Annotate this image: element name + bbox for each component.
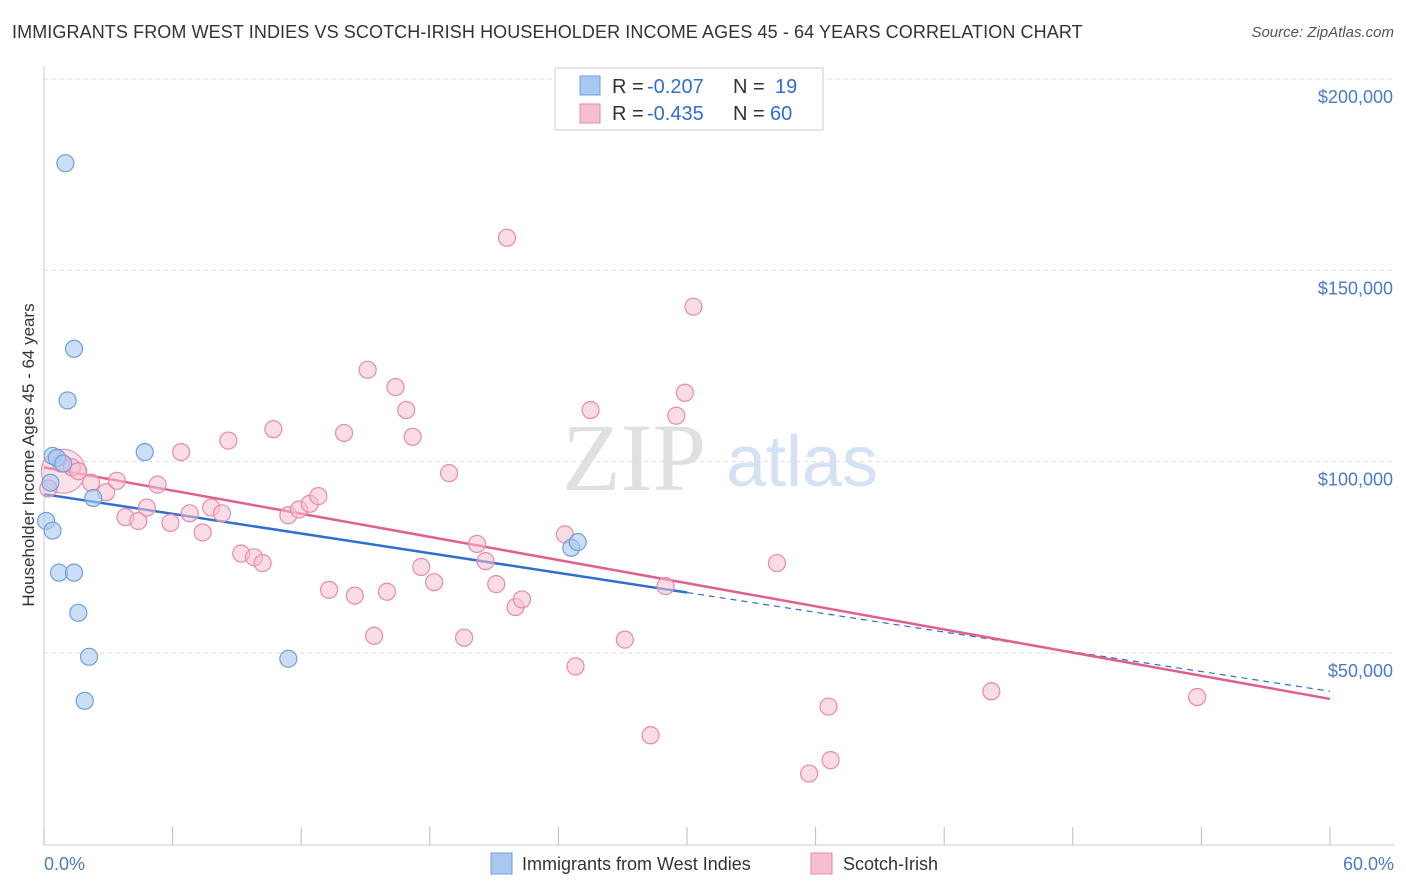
scotch-irish-point-10 (148, 475, 167, 494)
scotch-irish-point-12 (172, 443, 191, 462)
scotch-irish-point-42 (497, 228, 517, 247)
scotch-irish-point-29 (358, 360, 377, 379)
scotch-irish-point-41 (487, 575, 506, 594)
west-indies-point-12 (64, 563, 84, 582)
scotch-irish-point-14 (193, 523, 212, 542)
series-legend: Immigrants from West Indies Scotch-Irish (490, 852, 938, 875)
scotch-irish-point-6 (107, 471, 126, 490)
west-indies-point-6 (43, 521, 62, 540)
legend-n-value-2: 60 (770, 103, 792, 125)
west-indies-point-3 (54, 454, 73, 473)
y-tick-label-0: $50,000 (1328, 661, 1393, 681)
legend-n-label-2: N = (733, 103, 765, 125)
scotch-irish-point-44 (512, 590, 532, 609)
scotch-irish-point-8 (129, 511, 148, 531)
scotch-irish-point-40 (476, 552, 495, 571)
scotch-irish-point-25 (309, 487, 328, 506)
y-tick-label-2: $150,000 (1318, 278, 1393, 298)
scotch-irish-point-36 (424, 573, 444, 592)
legend-r-value-2: -0.435 (647, 103, 704, 125)
west-indies-point-16 (279, 649, 298, 668)
legend-swatch-pink (579, 103, 601, 124)
series-legend-swatch-blue (490, 852, 513, 875)
scotch-irish-point-56 (819, 697, 838, 716)
legend-r-label-1: R = (612, 76, 644, 98)
scotch-irish-point-50 (656, 576, 675, 596)
scotch-irish-point-13 (180, 504, 199, 523)
x-tick-label-max: 60.0% (1343, 854, 1394, 874)
legend-swatch-blue (579, 75, 601, 96)
west-indies-point-13 (69, 603, 88, 622)
west-indies-point-9 (58, 391, 77, 410)
scotch-irish-trend-line (43, 466, 1331, 701)
series-legend-label-west-indies: Immigrants from West Indies (522, 854, 751, 874)
scotch-irish-point-46 (566, 657, 585, 676)
scotch-irish-point-52 (675, 383, 694, 402)
y-axis-title: Householder Income Ages 45 - 64 years (19, 303, 38, 606)
scotch-irish-point-59 (1188, 687, 1207, 707)
west-indies-point-8 (64, 339, 84, 358)
legend-n-value-1: 19 (775, 76, 797, 98)
series-legend-swatch-pink (810, 852, 833, 875)
y-tick-label-1: $100,000 (1318, 470, 1393, 490)
gridlines (44, 78, 1394, 654)
scotch-irish-point-31 (377, 582, 397, 601)
west-indies-point-10 (135, 443, 154, 462)
scotch-irish-point-3 (69, 462, 88, 481)
scotch-irish-point-20 (253, 553, 272, 573)
scotch-irish-point-48 (615, 630, 634, 649)
scotch-irish-point-17 (219, 431, 238, 450)
scotch-irish-point-37 (439, 464, 459, 483)
scotch-irish-point-49 (641, 726, 660, 745)
legend-r-label-2: R = (612, 103, 644, 125)
scotch-irish-point-53 (684, 297, 703, 316)
y-tick-label-3: $200,000 (1318, 87, 1393, 107)
west-indies-point-18 (568, 532, 587, 552)
legend-r-value-1: -0.207 (647, 76, 704, 98)
scotch-irish-point-34 (403, 427, 422, 446)
chart-title: IMMIGRANTS FROM WEST INDIES VS SCOTCH-IR… (12, 22, 1083, 42)
scotch-irish-point-38 (454, 628, 474, 647)
scotch-irish-point-27 (334, 423, 354, 443)
west-indies-point-14 (79, 647, 99, 666)
scotch-irish-point-35 (412, 557, 431, 577)
scotch-irish-point-54 (767, 553, 787, 573)
scotch-irish-point-30 (364, 626, 384, 645)
scotch-irish-point-32 (386, 377, 405, 397)
scotch-irish-point-9 (137, 498, 156, 517)
west-indies-points (37, 154, 587, 710)
scotch-irish-point-58 (982, 682, 1001, 701)
source-credit: Source: ZipAtlas.com (1251, 24, 1394, 41)
scotch-irish-point-55 (800, 764, 819, 783)
scotch-irish-point-21 (264, 420, 283, 439)
scotch-irish-point-16 (212, 504, 231, 523)
axes (43, 66, 1394, 846)
scotch-irish-point-33 (397, 400, 416, 420)
west-indies-point-7 (84, 488, 103, 508)
west-indies-trend-extension (686, 591, 1331, 692)
series-legend-label-scotch-irish: Scotch-Irish (843, 854, 938, 874)
scotch-irish-point-4 (82, 473, 101, 492)
west-indies-point-0 (56, 154, 75, 173)
watermark: ZIP atlas (562, 404, 878, 511)
stats-legend: R = -0.207 N = 19 R = -0.435 N = 60 (554, 67, 824, 131)
legend-n-label-1: N = (733, 76, 765, 98)
scotch-irish-point-28 (345, 586, 364, 605)
scotch-irish-point-51 (667, 406, 686, 425)
x-tick-label-min: 0.0% (44, 854, 85, 874)
watermark-zip: ZIP (562, 404, 706, 511)
scotch-irish-point-11 (161, 513, 180, 532)
west-indies-point-4 (41, 473, 60, 492)
scotch-irish-point-26 (319, 580, 339, 599)
west-indies-point-15 (75, 691, 94, 710)
scotch-irish-point-39 (467, 534, 487, 554)
y-tick-labels: $50,000 $100,000 $150,000 $200,000 (1318, 87, 1393, 681)
scotch-irish-point-47 (581, 400, 600, 420)
scotch-irish-point-57 (821, 751, 840, 770)
